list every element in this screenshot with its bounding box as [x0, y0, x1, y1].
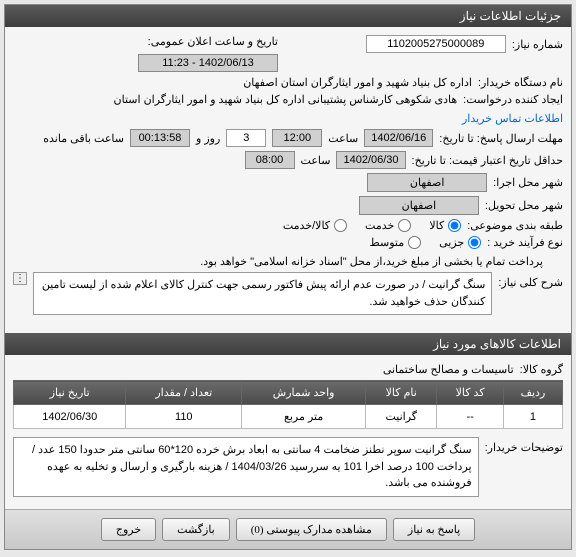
attachments-button[interactable]: مشاهده مدارک پیوستی (0): [236, 518, 387, 541]
class-service-radio[interactable]: [398, 219, 411, 232]
remain-label: ساعت باقی مانده: [43, 132, 124, 145]
goods-table: ردیفکد کالانام کالاواحد شمارشتعداد / مقد…: [13, 380, 563, 429]
buyer-label: نام دستگاه خریدار:: [478, 76, 563, 89]
requester-label: ایجاد کننده درخواست:: [463, 93, 563, 106]
days-value: 3: [226, 129, 266, 147]
validity-label: حداقل تاریخ اعتبار قیمت: تا تاریخ:: [412, 154, 563, 167]
requester-value: هادی شکوهی کارشناس پشتیبانی اداره کل بنی…: [114, 93, 458, 106]
table-header: تاریخ نیاز: [14, 381, 126, 405]
table-header: ردیف: [503, 381, 562, 405]
exit-button[interactable]: خروج: [101, 518, 156, 541]
exec-city-label: شهر محل اجرا:: [493, 176, 563, 189]
class-label: طبقه بندی موضوعی:: [467, 219, 563, 232]
table-cell: 1: [503, 405, 562, 429]
need-number-label: شماره نیاز:: [512, 38, 563, 51]
desc-text: سنگ گرانیت / در صورت عدم ارائه پیش فاکتو…: [42, 279, 485, 308]
table-row: 1--گرانیتمتر مربع1101402/06/30: [14, 405, 563, 429]
table-cell: گرانیت: [366, 405, 437, 429]
validity-date: 1402/06/30: [336, 151, 405, 169]
desc-label: شرح کلی نیاز:: [498, 272, 563, 289]
purchase-radio-group: جزیی متوسط: [370, 236, 482, 249]
purchase-type-label: نوع فرآیند خرید :: [487, 236, 563, 249]
deadline-date: 1402/06/16: [364, 129, 433, 147]
class-service-label: خدمت: [365, 219, 394, 232]
deliver-city: اصفهان: [359, 196, 479, 215]
group-label: گروه کالا:: [520, 363, 563, 376]
deadline-time-label: ساعت: [328, 132, 358, 145]
deadline-time: 12:00: [272, 129, 322, 147]
buyer-notes-text: سنگ گرانیت سوپر نطنز ضخامت 4 سانتی به اب…: [13, 437, 479, 497]
desc-textarea: سنگ گرانیت / در صورت عدم ارائه پیش فاکتو…: [33, 272, 492, 315]
table-header: نام کالا: [366, 381, 437, 405]
class-radio-group: کالا خدمت کالا/خدمت: [283, 219, 461, 232]
purchase-partial-radio[interactable]: [468, 236, 481, 249]
panel-header: جزئیات اطلاعات نیاز: [5, 5, 571, 27]
table-header: کد کالا: [437, 381, 504, 405]
contact-link[interactable]: اطلاعات تماس خریدار: [462, 112, 563, 125]
buyer-value: اداره کل بنیاد شهید و امور ایثارگران است…: [243, 76, 472, 89]
days-label: روز و: [196, 132, 220, 145]
purchase-medium-radio[interactable]: [408, 236, 421, 249]
more-icon[interactable]: ⋮: [13, 272, 27, 285]
table-cell: --: [437, 405, 504, 429]
table-cell: متر مربع: [242, 405, 366, 429]
remain-time: 00:13:58: [130, 129, 190, 147]
need-number-field: 1102005275000089: [366, 35, 506, 53]
validity-time: 08:00: [245, 151, 295, 169]
purchase-partial-label: جزیی: [439, 236, 464, 249]
date-field: 1402/06/13 - 11:23: [138, 54, 278, 72]
date-label: تاریخ و ساعت اعلان عمومی:: [148, 35, 278, 48]
validity-time-label: ساعت: [301, 154, 331, 167]
buyer-notes-label: توضیحات خریدار:: [485, 437, 563, 454]
deliver-city-label: شهر محل تحویل:: [485, 199, 563, 212]
back-button[interactable]: بازگشت: [162, 518, 230, 541]
class-both-radio[interactable]: [334, 219, 347, 232]
table-cell: 110: [126, 405, 242, 429]
purchase-medium-label: متوسط: [370, 236, 405, 249]
table-header: واحد شمارش: [242, 381, 366, 405]
payment-note: پرداخت تمام یا بخشی از مبلغ خرید،از محل …: [200, 255, 543, 268]
deadline-label: مهلت ارسال پاسخ: تا تاریخ:: [439, 132, 563, 145]
button-bar: پاسخ به نیاز مشاهده مدارک پیوستی (0) باز…: [5, 509, 571, 549]
table-cell: 1402/06/30: [14, 405, 126, 429]
reply-button[interactable]: پاسخ به نیاز: [393, 518, 475, 541]
class-goods-radio[interactable]: [448, 219, 461, 232]
class-goods-label: کالا: [429, 219, 444, 232]
group-value: تاسیسات و مصالح ساختمانی: [383, 363, 514, 376]
class-both-label: کالا/خدمت: [283, 219, 330, 232]
table-header: تعداد / مقدار: [126, 381, 242, 405]
exec-city: اصفهان: [367, 173, 487, 192]
goods-section-header: اطلاعات کالاهای مورد نیاز: [5, 333, 571, 355]
